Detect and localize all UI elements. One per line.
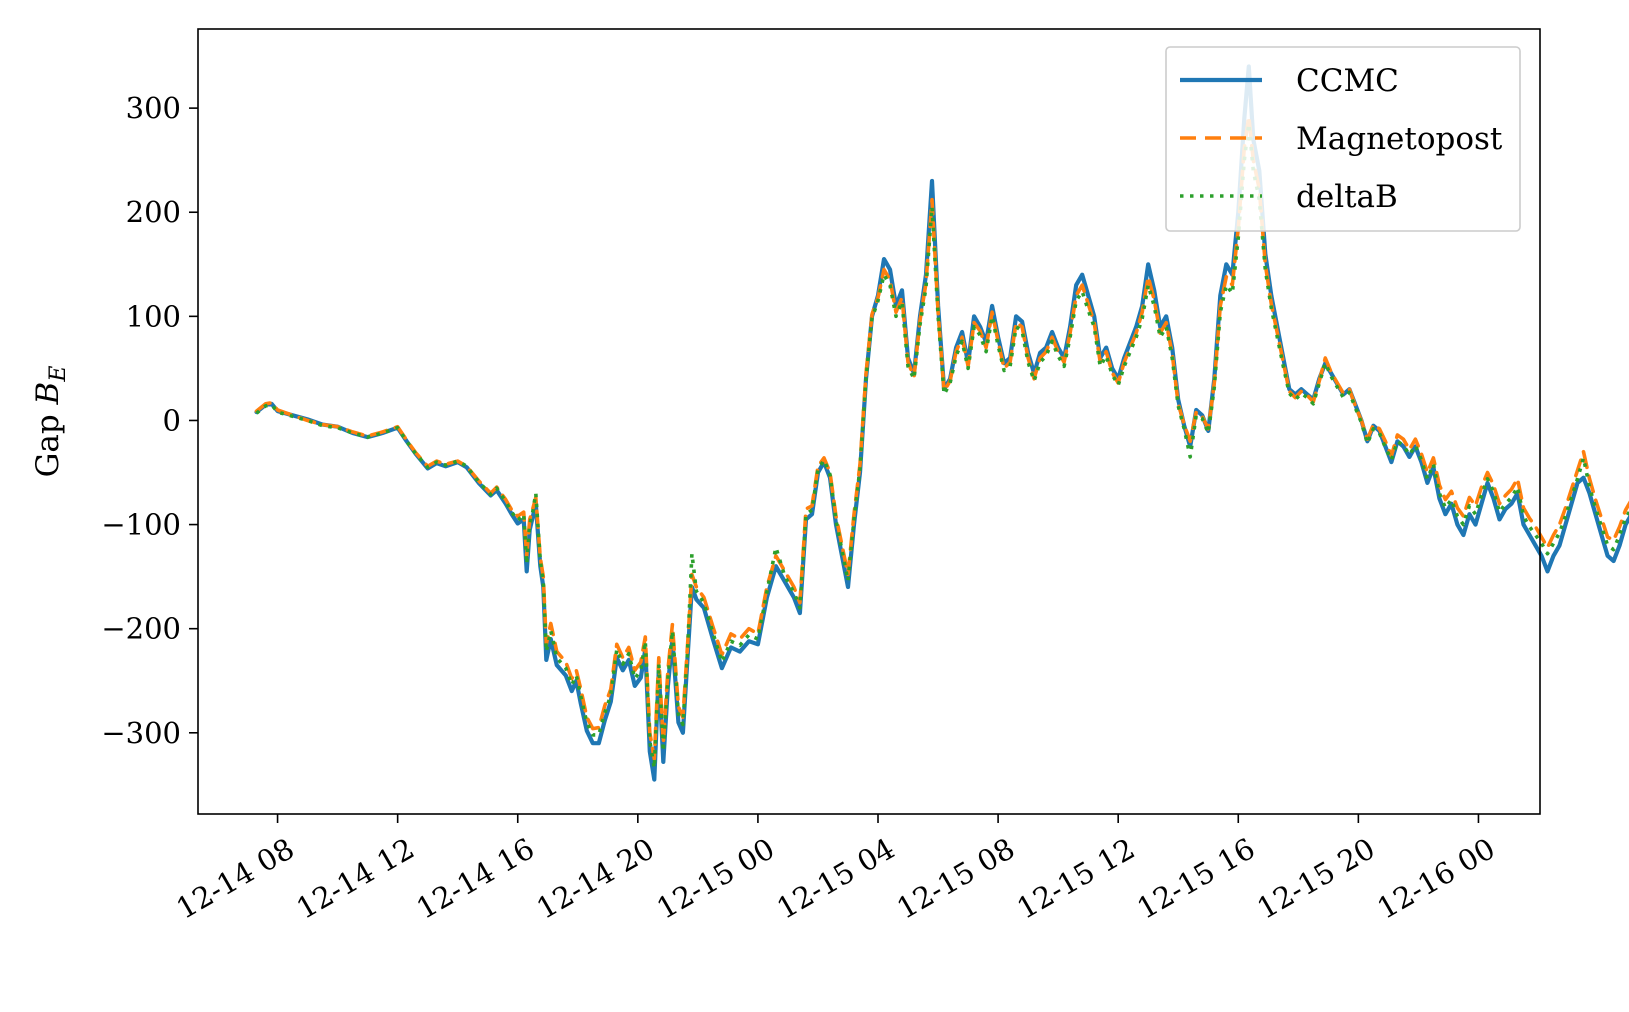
- series-line-magnetopost: [254, 114, 1629, 761]
- y-tick-label: −300: [101, 716, 181, 750]
- y-tick-label: 300: [126, 91, 181, 125]
- y-tick-label: 100: [126, 299, 181, 333]
- plot-frame: [197, 28, 1541, 815]
- y-tick-label: 200: [126, 195, 181, 229]
- y-axis: 300 200 100 0 −100 −200 −300: [101, 91, 198, 750]
- y-tick-label: −100: [101, 508, 181, 542]
- legend-label-magnetopost: Magnetopost: [1296, 121, 1503, 157]
- legend-box: [1165, 46, 1521, 232]
- y-axis-label-symbol: B: [30, 382, 66, 406]
- legend: CCMC Magnetopost deltaB: [1165, 46, 1521, 232]
- series-line-deltab: [255, 121, 1629, 770]
- y-axis-label-prefix: Gap: [30, 404, 66, 477]
- y-axis-label-subscript: E: [46, 366, 71, 383]
- legend-label-deltab: deltaB: [1296, 179, 1398, 215]
- y-axis-label: Gap BE: [30, 366, 71, 478]
- legend-label-ccmc: CCMC: [1296, 63, 1399, 99]
- series-layer: [254, 64, 1629, 782]
- y-tick-label: 0: [163, 403, 181, 437]
- y-tick-label: −200: [101, 612, 181, 646]
